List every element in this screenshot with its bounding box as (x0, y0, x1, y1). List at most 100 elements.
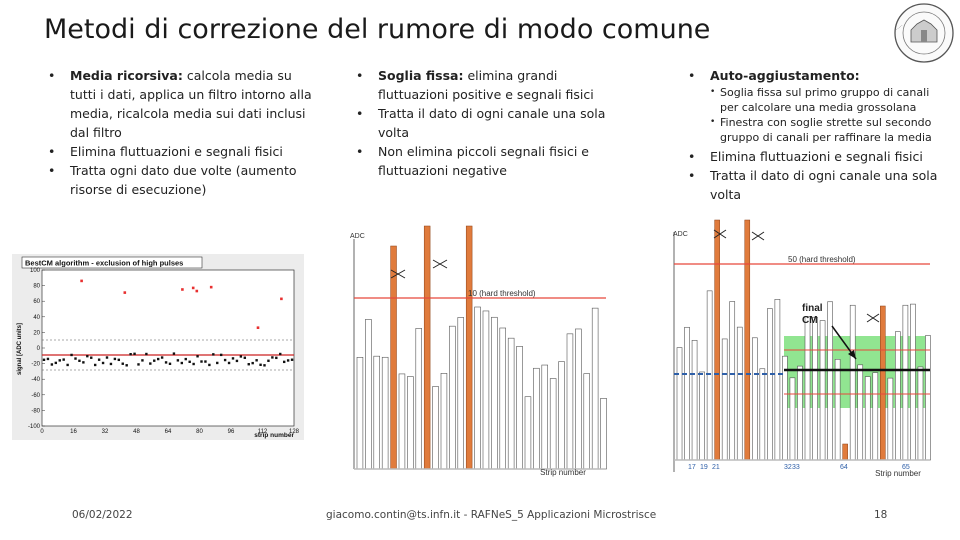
strip-bar (789, 377, 796, 461)
strip-bar (533, 367, 540, 470)
data-point (231, 357, 235, 360)
x-tick-label: 17 (688, 464, 696, 471)
strip-bar (524, 396, 532, 470)
strip-bar (857, 364, 864, 461)
excluded-point (123, 291, 127, 294)
strip-bar (676, 347, 683, 461)
data-point (263, 364, 266, 367)
strip-bar (767, 308, 773, 461)
data-point (192, 362, 195, 366)
strip-bar (706, 290, 713, 461)
data-point (223, 358, 227, 362)
strip-bar (482, 310, 490, 470)
excluded-point (181, 288, 184, 291)
data-point (271, 356, 274, 359)
strip-bar (917, 366, 924, 461)
strip-bar (541, 364, 549, 470)
data-point (160, 356, 164, 359)
excluded-point (280, 297, 283, 301)
signal-bar (842, 443, 848, 461)
strip-bar (575, 328, 582, 470)
x-tick-label: 33 (792, 464, 800, 471)
adc-label: ADC (673, 231, 688, 238)
strip-bar (902, 304, 909, 461)
strip-bar (684, 326, 690, 461)
column-recursive-mean: Media ricorsiva: calcola media su tutti … (44, 66, 314, 199)
footer-author: giacomo.contin@ts.infn.it - RAFNeS_5 App… (326, 509, 657, 521)
strip-bar (925, 335, 931, 461)
x-tick-label: 128 (289, 429, 300, 435)
x-tick-label: 64 (840, 464, 848, 471)
strip-bar (516, 346, 523, 470)
excluded-point (256, 326, 260, 329)
x-tick-label: 21 (712, 464, 720, 471)
cross-mark (751, 231, 765, 241)
data-point (172, 352, 176, 355)
strip-bar (872, 372, 879, 461)
data-point (176, 359, 180, 362)
strip-bar (910, 303, 916, 461)
strip-bar (736, 326, 743, 461)
strip-bar (759, 368, 766, 461)
plot-ylabel: signal [ADC units] (17, 323, 23, 375)
data-point (109, 362, 113, 366)
strip-bar (819, 320, 826, 461)
data-point (255, 359, 258, 362)
x-tick-label: 0 (40, 429, 44, 435)
data-point (267, 359, 270, 362)
auto-adjust-sub-2: Finestra con soglie strette sul secondo … (684, 115, 944, 145)
data-point (137, 363, 140, 366)
data-point (275, 356, 278, 360)
data-point (286, 359, 290, 362)
cross-mark (432, 259, 448, 269)
auto-adjust-sub-1: Soglia fissa sul primo gruppo di canali … (684, 85, 944, 115)
y-tick-label: 100 (30, 268, 41, 274)
strip-bar (558, 361, 565, 470)
data-point (82, 361, 85, 364)
page-number: 18 (874, 509, 888, 521)
strip-bar (440, 373, 448, 470)
recursive-mean-item-2: Elimina fluttuazioni e segnali fisici (44, 142, 314, 161)
threshold-label: 50 (hard threshold) (788, 255, 856, 264)
auto-adjust-item-2: Tratta il dato di ogni canale una sola v… (684, 166, 944, 204)
strip-bar (415, 328, 423, 470)
strip-bar (356, 357, 364, 470)
data-point (184, 357, 187, 361)
data-point (243, 356, 247, 359)
data-point (188, 360, 191, 363)
y-tick-label: -40 (31, 377, 40, 383)
strip-bar (721, 338, 728, 461)
data-point (216, 361, 219, 365)
strip-bar (566, 333, 574, 470)
data-point (90, 356, 93, 359)
y-tick-label: -20 (31, 362, 40, 368)
strip-bar (699, 371, 705, 461)
strip-bar (432, 386, 439, 470)
strip-bar (834, 359, 841, 461)
final-cm-label: final CM (802, 303, 823, 326)
strip-bar (751, 337, 758, 461)
auto-adjust-item-1: Elimina fluttuazioni e segnali fisici (684, 147, 944, 166)
strip-bar (491, 316, 498, 470)
data-point (145, 352, 148, 356)
data-point (153, 359, 156, 362)
data-point (105, 356, 109, 359)
cross-mark (866, 313, 880, 323)
data-point (66, 363, 69, 367)
strip-bar (782, 355, 788, 461)
data-point (97, 358, 101, 361)
data-point (247, 363, 250, 366)
strip-number-label: Strip number (875, 469, 921, 478)
x-tick-label: 19 (700, 464, 708, 471)
strip-bar (457, 317, 465, 470)
excluded-point (195, 289, 199, 293)
strip-bar (797, 365, 803, 461)
fixed-threshold-item-3: Non elimina piccoli segnali fisici e flu… (352, 142, 612, 180)
strip-bar (600, 398, 607, 470)
plot-xlabel: strip number (254, 432, 294, 439)
strip-bar (373, 355, 380, 470)
data-point (200, 360, 203, 363)
x-tick-label: 80 (196, 429, 203, 435)
data-point (50, 363, 54, 366)
data-point (212, 353, 215, 356)
